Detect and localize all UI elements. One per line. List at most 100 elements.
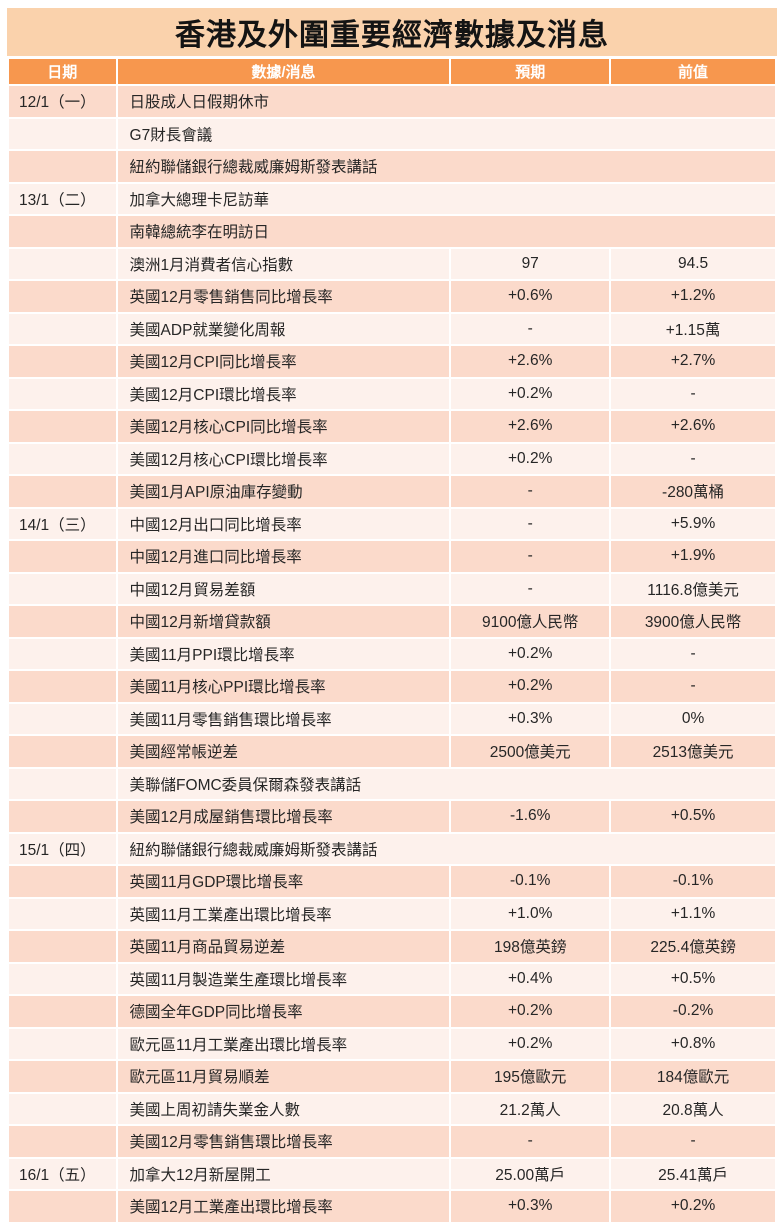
table-row: 紐約聯儲銀行總裁威廉姆斯發表講話 xyxy=(9,151,775,182)
date-cell xyxy=(9,281,116,312)
table-row: G7財長會議 xyxy=(9,118,775,149)
date-cell xyxy=(9,1126,116,1157)
date-cell xyxy=(9,801,116,832)
previous-cell: +0.5% xyxy=(611,963,775,994)
expected-cell: - xyxy=(451,476,610,507)
item-cell: 英國12月零售銷售同比增長率 xyxy=(117,281,450,312)
previous-cell: 184億歐元 xyxy=(611,1061,775,1092)
table-row: 美國ADP就業變化周報 - +1.15萬 xyxy=(9,313,775,344)
table-row: 南韓總統李在明訪日 xyxy=(9,216,775,247)
date-cell xyxy=(9,996,116,1027)
item-cell: 英國11月商品貿易逆差 xyxy=(117,931,450,962)
date-cell xyxy=(9,118,116,149)
date-cell xyxy=(9,1028,116,1059)
table-row: 英國11月製造業生產環比增長率 +0.4% +0.5% xyxy=(9,963,775,994)
expected-cell: +0.3% xyxy=(451,703,610,734)
item-cell: 美國1月API原油庫存變動 xyxy=(117,476,450,507)
previous-cell: 3900億人民幣 xyxy=(611,606,775,637)
item-cell: 中國12月新增貸款額 xyxy=(117,606,450,637)
expected-cell: +0.2% xyxy=(451,638,610,669)
table-row: 英國11月商品貿易逆差 198億英鎊 225.4億英鎊 xyxy=(9,931,775,962)
table-row: 英國11月GDP環比增長率 -0.1% -0.1% xyxy=(9,866,775,897)
previous-cell: -0.1% xyxy=(611,866,775,897)
item-cell: 美國上周初請失業金人數 xyxy=(117,1093,450,1124)
item-cell: 歐元區11月工業產出環比增長率 xyxy=(117,1028,450,1059)
item-cell: 美聯儲FOMC委員保爾森發表講話 xyxy=(117,768,775,799)
item-cell: 美國11月零售銷售環比增長率 xyxy=(117,703,450,734)
expected-cell: +0.2% xyxy=(451,378,610,409)
table-row: 16/1（五） 加拿大12月新屋開工 25.00萬戶 25.41萬戶 xyxy=(9,1158,775,1189)
table-row: 美國11月核心PPI環比增長率 +0.2% - xyxy=(9,671,775,702)
expected-cell: +2.6% xyxy=(451,411,610,442)
item-cell: 美國12月核心CPI同比增長率 xyxy=(117,411,450,442)
date-cell xyxy=(9,313,116,344)
table-row: 美國12月CPI同比增長率 +2.6% +2.7% xyxy=(9,346,775,377)
column-header-expected: 預期 xyxy=(451,59,610,84)
item-cell: G7財長會議 xyxy=(117,118,775,149)
item-cell: 南韓總統李在明訪日 xyxy=(117,216,775,247)
expected-cell: +0.3% xyxy=(451,1191,610,1222)
expected-cell: 2500億美元 xyxy=(451,736,610,767)
table-row: 英國11月工業產出環比增長率 +1.0% +1.1% xyxy=(9,898,775,929)
previous-cell: 225.4億英鎊 xyxy=(611,931,775,962)
date-cell xyxy=(9,963,116,994)
previous-cell: - xyxy=(611,1126,775,1157)
expected-cell: +0.6% xyxy=(451,281,610,312)
date-cell xyxy=(9,703,116,734)
previous-cell: - xyxy=(611,378,775,409)
date-cell xyxy=(9,768,116,799)
item-cell: 中國12月進口同比增長率 xyxy=(117,541,450,572)
expected-cell: - xyxy=(451,573,610,604)
previous-cell: 2513億美元 xyxy=(611,736,775,767)
date-cell xyxy=(9,216,116,247)
table-row: 澳洲1月消費者信心指數 97 94.5 xyxy=(9,248,775,279)
expected-cell: 9100億人民幣 xyxy=(451,606,610,637)
expected-cell: +0.2% xyxy=(451,443,610,474)
date-cell xyxy=(9,606,116,637)
previous-cell: +1.1% xyxy=(611,898,775,929)
item-cell: 英國11月GDP環比增長率 xyxy=(117,866,450,897)
table-row: 美國經常帳逆差 2500億美元 2513億美元 xyxy=(9,736,775,767)
header-row: 日期 數據/消息 預期 前值 xyxy=(9,59,775,84)
item-cell: 澳洲1月消費者信心指數 xyxy=(117,248,450,279)
expected-cell: +0.4% xyxy=(451,963,610,994)
item-cell: 加拿大總理卡尼訪華 xyxy=(117,183,775,214)
previous-cell: +0.2% xyxy=(611,1191,775,1222)
table-row: 13/1（二） 加拿大總理卡尼訪華 xyxy=(9,183,775,214)
expected-cell: +0.2% xyxy=(451,671,610,702)
previous-cell: - xyxy=(611,443,775,474)
column-header-previous: 前值 xyxy=(611,59,775,84)
previous-cell: +1.9% xyxy=(611,541,775,572)
column-header-item: 數據/消息 xyxy=(117,59,450,84)
expected-cell: -0.1% xyxy=(451,866,610,897)
date-cell xyxy=(9,541,116,572)
item-cell: 美國12月CPI同比增長率 xyxy=(117,346,450,377)
date-cell xyxy=(9,898,116,929)
date-cell xyxy=(9,671,116,702)
expected-cell: +1.0% xyxy=(451,898,610,929)
item-cell: 美國11月核心PPI環比增長率 xyxy=(117,671,450,702)
date-cell xyxy=(9,378,116,409)
table-body: 12/1（一） 日股成人日假期休市 G7財長會議 紐約聯儲銀行總裁威廉姆斯發表講話 13… xyxy=(9,86,775,1222)
table-row: 美國12月工業產出環比增長率 +0.3% +0.2% xyxy=(9,1191,775,1222)
table-row: 中國12月新增貸款額 9100億人民幣 3900億人民幣 xyxy=(9,606,775,637)
date-cell: 14/1（三） xyxy=(9,508,116,539)
date-cell: 12/1（一） xyxy=(9,86,116,117)
previous-cell: +2.7% xyxy=(611,346,775,377)
table-row: 14/1（三） 中國12月出口同比增長率 - +5.9% xyxy=(9,508,775,539)
date-cell xyxy=(9,573,116,604)
table-row: 15/1（四） 紐約聯儲銀行總裁威廉姆斯發表講話 xyxy=(9,833,775,864)
table-row: 美國1月API原油庫存變動 - -280萬桶 xyxy=(9,476,775,507)
table-row: 中國12月進口同比增長率 - +1.9% xyxy=(9,541,775,572)
table-row: 美國12月CPI環比增長率 +0.2% - xyxy=(9,378,775,409)
item-cell: 美國12月零售銷售環比增長率 xyxy=(117,1126,450,1157)
item-cell: 中國12月出口同比增長率 xyxy=(117,508,450,539)
item-cell: 美國經常帳逆差 xyxy=(117,736,450,767)
expected-cell: - xyxy=(451,508,610,539)
expected-cell: 25.00萬戶 xyxy=(451,1158,610,1189)
expected-cell: - xyxy=(451,541,610,572)
date-cell xyxy=(9,1093,116,1124)
table-row: 美國11月零售銷售環比增長率 +0.3% 0% xyxy=(9,703,775,734)
table-row: 美國11月PPI環比增長率 +0.2% - xyxy=(9,638,775,669)
date-cell xyxy=(9,1061,116,1092)
